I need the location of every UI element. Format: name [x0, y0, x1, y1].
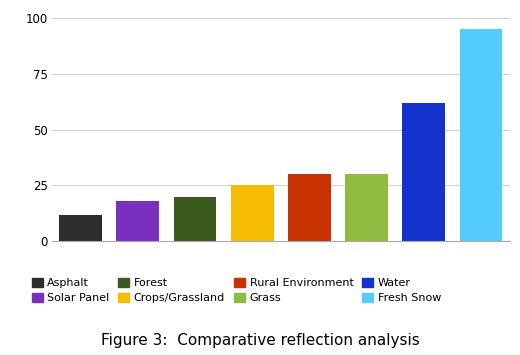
Bar — [174, 197, 216, 241]
Bar — [402, 103, 445, 241]
Bar — [231, 185, 274, 241]
Legend: Asphalt, Solar Panel, Forest, Crops/Grassland, Rural Environment, Grass, Water, : Asphalt, Solar Panel, Forest, Crops/Gras… — [32, 278, 441, 303]
Bar — [288, 174, 331, 241]
Text: Figure 3:  Comparative reflection analysis: Figure 3: Comparative reflection analysi… — [101, 333, 419, 348]
Bar — [345, 174, 388, 241]
Bar — [460, 29, 502, 241]
Bar — [59, 214, 102, 241]
Bar — [116, 201, 159, 241]
